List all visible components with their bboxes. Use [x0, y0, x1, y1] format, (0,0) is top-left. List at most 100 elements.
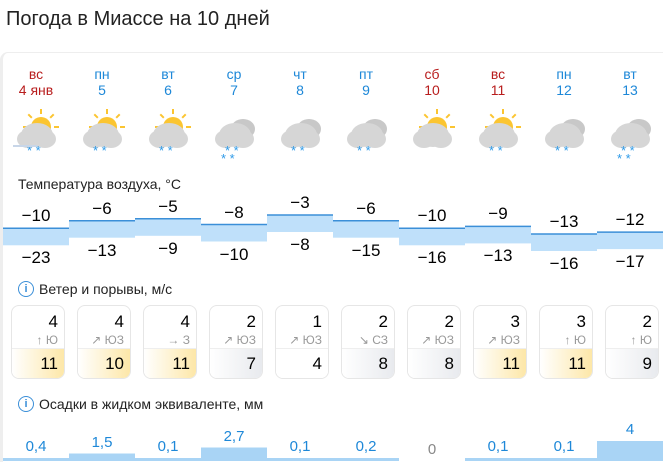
- svg-text:* *: * *: [621, 143, 635, 158]
- wind-speed: 1: [312, 312, 322, 331]
- wind-direction: → З: [167, 333, 190, 347]
- day-header[interactable]: ср 7: [201, 66, 267, 98]
- partly-cloudy-snow-icon: * *: [77, 105, 127, 165]
- precip-bar: [531, 458, 597, 461]
- temp-bar: [69, 220, 135, 238]
- svg-text:* *: * *: [555, 143, 569, 158]
- wind-gust: 11: [144, 348, 196, 378]
- wind-card[interactable]: 3 ↗ ЮЗ 11: [473, 305, 527, 379]
- overcast-snow-icon: * *: [341, 105, 391, 165]
- info-icon[interactable]: i: [18, 396, 34, 412]
- day-date: 9: [362, 82, 370, 98]
- wind-direction: ↗ ЮЗ: [91, 333, 124, 347]
- day-header[interactable]: вс 11: [465, 66, 531, 98]
- wind-gust: 9: [606, 348, 658, 378]
- precip-value: 0,1: [553, 438, 575, 455]
- wind-card[interactable]: 4 ↗ ЮЗ 10: [77, 305, 131, 379]
- wind-card[interactable]: 1 ↗ ЮЗ 4: [275, 305, 329, 379]
- temp-low: −10: [219, 244, 249, 264]
- wind-gust: 11: [540, 348, 592, 378]
- day-date: 7: [230, 82, 238, 98]
- temp-high: −13: [549, 212, 579, 231]
- day-header[interactable]: пн 5: [69, 66, 135, 98]
- day-header[interactable]: пт 9: [333, 66, 399, 98]
- day-header[interactable]: вс 4 янв: [3, 66, 69, 98]
- wind-card[interactable]: 2 ↗ ЮЗ 7: [209, 305, 263, 379]
- wind-direction: ↗ ЮЗ: [289, 333, 322, 347]
- temp-low: −23: [21, 248, 51, 268]
- wind-direction: ↘ СЗ: [358, 333, 388, 347]
- svg-text:* *: * *: [617, 151, 631, 165]
- day-header[interactable]: чт 8: [267, 66, 333, 98]
- temp-high: −8: [224, 202, 244, 222]
- day-header[interactable]: сб 10: [399, 66, 465, 98]
- wind-speed: 2: [246, 312, 256, 331]
- day-of-week: вс: [490, 66, 506, 82]
- temp-section-title: Температура воздуха, °C: [18, 176, 181, 192]
- wind-speed: 2: [642, 312, 652, 331]
- svg-text:* *: * *: [225, 143, 239, 158]
- partly-cloudy-snow-icon: * *: [143, 105, 193, 165]
- temp-bar: [333, 220, 399, 238]
- temp-bar: [201, 224, 267, 242]
- wind-card[interactable]: 4 → З 11: [143, 305, 197, 379]
- temp-low: −13: [87, 240, 117, 260]
- wind-direction: ↗ ЮЗ: [223, 333, 256, 347]
- temp-bar: [399, 228, 465, 246]
- wind-gust: 8: [342, 348, 394, 378]
- day-header[interactable]: пн 12: [531, 66, 597, 98]
- wind-speed: 2: [378, 312, 388, 331]
- wind-card[interactable]: 2 ↗ ЮЗ 8: [407, 305, 461, 379]
- precip-value: 0: [427, 441, 437, 458]
- partly-cloudy-snow-fog-icon: * *: [11, 105, 61, 165]
- precip-value: 1,5: [91, 433, 113, 451]
- precip-value: 0,1: [487, 438, 509, 455]
- info-icon[interactable]: i: [18, 281, 34, 297]
- temp-high: −10: [417, 206, 447, 226]
- wind-speed: 3: [510, 312, 520, 331]
- day-of-week: чт: [293, 66, 307, 82]
- wind-card[interactable]: 3 ↑ Ю 11: [539, 305, 593, 379]
- overcast-snow-icon: * *: [275, 105, 325, 165]
- wind-direction: ↑ Ю: [564, 333, 586, 347]
- day-of-week: пн: [556, 66, 572, 82]
- precip-bar: [201, 447, 267, 461]
- day-header[interactable]: вт 13: [597, 66, 663, 98]
- temp-high: −12: [615, 210, 645, 230]
- partly-cloudy-snow-icon: * *: [473, 105, 523, 165]
- day-of-week: сб: [424, 66, 440, 82]
- wind-label: Ветер и порывы, м/с: [39, 281, 173, 297]
- day-of-week: ср: [226, 66, 242, 82]
- day-header[interactable]: вт 6: [135, 66, 201, 98]
- day-of-week: пт: [359, 66, 373, 82]
- temp-low: −15: [351, 240, 381, 260]
- temp-label: Температура воздуха, °C: [18, 176, 181, 192]
- wind-card[interactable]: 4 ↑ Ю 11: [11, 305, 65, 379]
- wind-direction: ↑ Ю: [630, 333, 652, 347]
- svg-text:* *: * *: [357, 143, 371, 158]
- wind-gust: 11: [474, 348, 526, 378]
- precip-value: 4: [625, 421, 635, 438]
- wind-speed: 4: [48, 312, 58, 331]
- day-of-week: пн: [94, 66, 110, 82]
- svg-text:* *: * *: [291, 143, 305, 158]
- overcast-heavy-snow-icon: * * * *: [209, 105, 259, 166]
- temp-bar: [135, 218, 201, 236]
- precip-bar: [3, 458, 69, 461]
- temp-high: −6: [356, 198, 376, 218]
- day-date: 13: [622, 82, 638, 98]
- temp-low: −16: [549, 254, 579, 273]
- wind-gust: 4: [276, 348, 328, 378]
- temp-low: −9: [158, 238, 178, 258]
- wind-gust: 8: [408, 348, 460, 378]
- temp-bar: [597, 232, 663, 250]
- wind-direction: ↗ ЮЗ: [421, 333, 454, 347]
- temp-bar: [267, 215, 333, 232]
- precip-value: 0,1: [157, 438, 179, 455]
- wind-card[interactable]: 2 ↘ СЗ 8: [341, 305, 395, 379]
- temp-low: −17: [615, 252, 645, 272]
- temp-high: −3: [290, 193, 310, 212]
- wind-gust: 10: [78, 348, 130, 378]
